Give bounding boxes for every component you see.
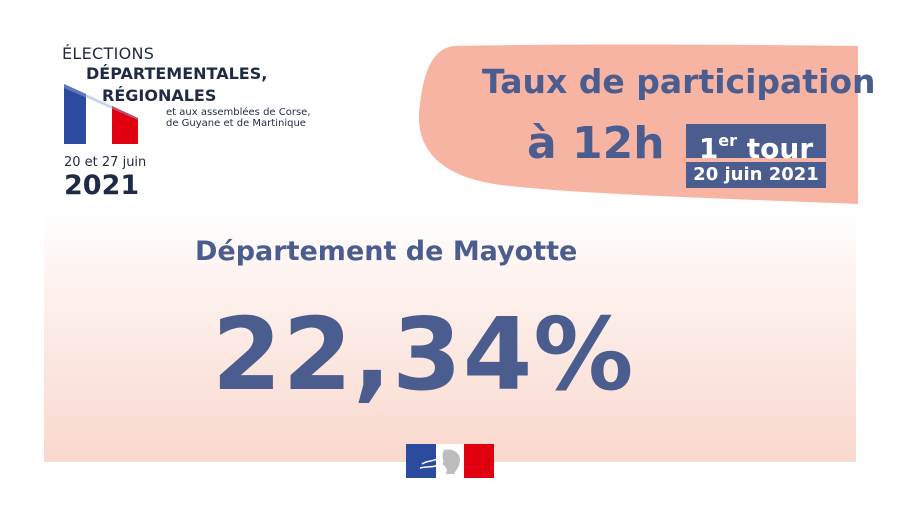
participation-title: Taux de participation <box>482 62 876 101</box>
results-panel <box>44 208 856 462</box>
tour-badge: 1er tour <box>686 124 826 165</box>
french-flag-icon <box>64 84 138 144</box>
tour-number: 1 <box>698 132 719 165</box>
participation-percentage: 22,34% <box>212 296 635 413</box>
logo-line-elections: ÉLECTIONS <box>62 44 155 63</box>
elections-logo: ÉLECTIONS DÉPARTEMENTALES, RÉGIONALES et… <box>62 36 322 206</box>
logo-line-departementales: DÉPARTEMENTALES, <box>86 64 268 83</box>
marianne-logo <box>406 444 494 478</box>
tour-word: tour <box>746 132 814 165</box>
logo-line-corse: et aux assemblées de Corse, <box>166 107 311 118</box>
logo-line-guyane: de Guyane et de Martinique <box>166 118 306 129</box>
participation-time: à 12h <box>527 118 665 169</box>
tour-suffix: er <box>718 131 738 150</box>
election-dates: 20 et 27 juin <box>64 155 147 170</box>
department-name: Département de Mayotte <box>195 236 578 267</box>
election-year: 2021 <box>64 170 140 201</box>
logo-line-regionales: RÉGIONALES <box>102 86 217 105</box>
tour-date-badge: 20 juin 2021 <box>686 162 826 188</box>
